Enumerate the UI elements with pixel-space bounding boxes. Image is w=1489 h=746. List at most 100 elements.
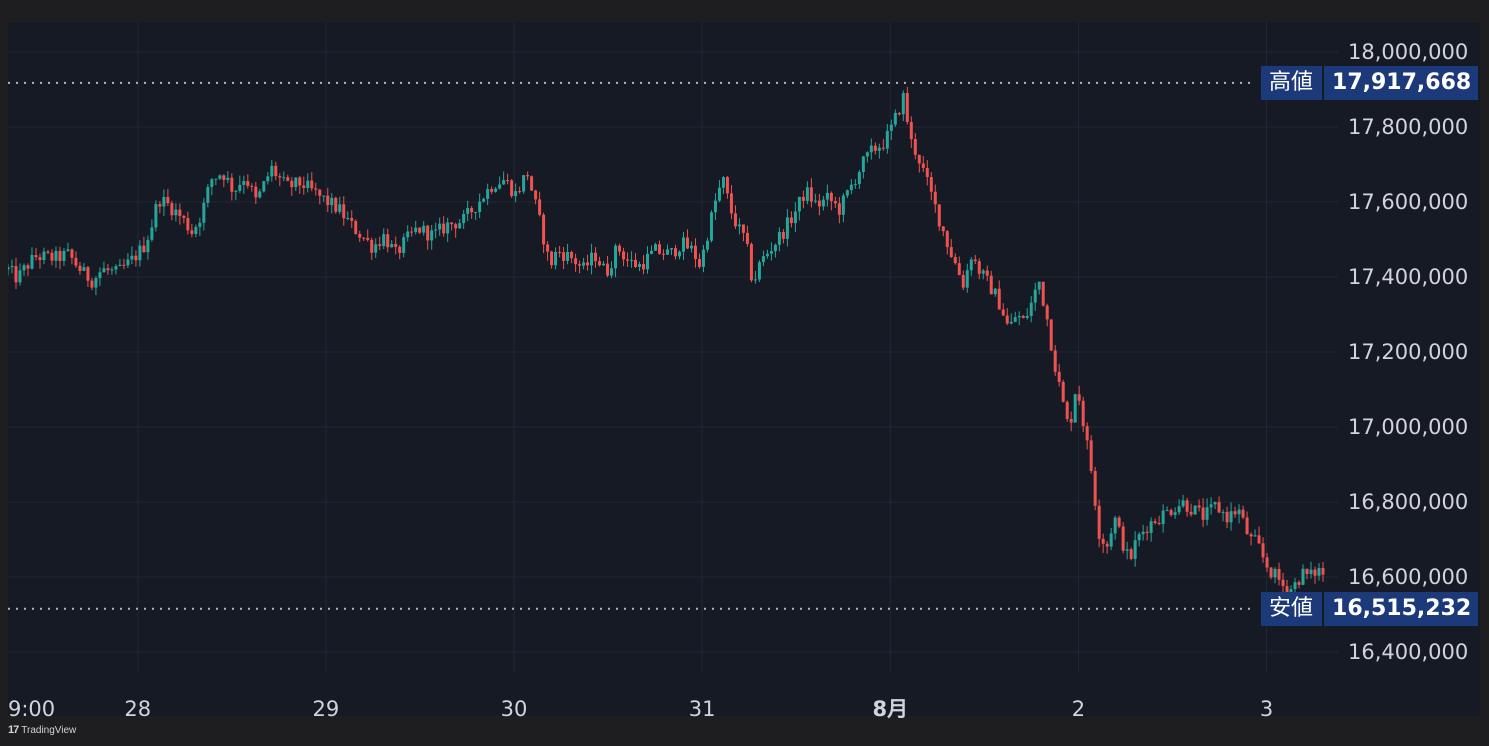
candle-body — [234, 190, 238, 192]
candle-body — [677, 251, 681, 257]
tradingview-logo[interactable]: 17 TradingView — [8, 724, 76, 736]
candle-body — [306, 180, 310, 189]
candle-body — [1009, 321, 1013, 324]
candle-body — [158, 204, 162, 207]
candle-body — [1173, 512, 1177, 515]
candle-body — [1053, 350, 1057, 372]
candle-body — [202, 202, 206, 223]
chart-frame[interactable]: 18,000,000 17,800,000 17,600,000 17,400,000… — [8, 22, 1480, 721]
candle-body — [957, 263, 961, 276]
candle-body — [841, 195, 845, 215]
candle-body — [693, 245, 697, 260]
candle-body — [222, 175, 226, 180]
candle-body — [330, 197, 334, 206]
candle-body — [1225, 511, 1229, 523]
candle-body — [681, 237, 685, 252]
candle-body — [198, 222, 202, 227]
candle-body — [941, 226, 945, 232]
candle-body — [434, 229, 438, 231]
candle-body — [550, 251, 554, 266]
candle-body — [737, 224, 741, 227]
candle-body — [981, 270, 985, 274]
candle-body — [634, 259, 638, 267]
candle-body — [997, 288, 1001, 310]
candle-body — [849, 184, 853, 191]
candle-body — [1073, 394, 1077, 423]
candle-body — [853, 184, 857, 186]
candle-body — [342, 204, 346, 219]
y-tick-label: 17,200,000 — [1348, 340, 1469, 364]
candle-body — [382, 234, 386, 247]
candle-body — [454, 224, 458, 229]
candle-body — [1241, 509, 1245, 518]
candle-body — [230, 177, 234, 192]
candle-body — [905, 93, 909, 122]
candle-body — [138, 245, 142, 261]
candle-body — [837, 203, 841, 215]
x-tick-label: 9:00 — [8, 697, 56, 721]
candle-body — [182, 215, 186, 218]
y-tick-label: 17,600,000 — [1348, 190, 1469, 214]
candle-body — [50, 252, 54, 261]
x-tick-label: 3 — [1259, 697, 1274, 721]
candle-body — [130, 255, 134, 260]
y-tick-label: 17,800,000 — [1348, 115, 1469, 139]
candle-body — [162, 196, 166, 207]
candle-body — [1169, 510, 1173, 515]
candle-body — [1113, 517, 1117, 534]
candle-body — [725, 177, 729, 194]
candle-body — [22, 265, 26, 271]
candle-body — [789, 217, 793, 224]
candle-body — [729, 193, 733, 214]
tradingview-brand: TradingView — [21, 724, 77, 736]
candle-body — [418, 227, 422, 233]
candle-body — [90, 280, 94, 288]
candle-body — [665, 249, 669, 255]
candle-body — [1249, 534, 1253, 537]
candle-body — [458, 223, 462, 229]
candle-body — [642, 264, 646, 270]
candle-body — [889, 124, 893, 131]
candle-body — [901, 93, 905, 115]
low-value: 16,515,232 — [1324, 591, 1479, 626]
candle-body — [82, 267, 86, 271]
candle-body — [1133, 540, 1137, 559]
candle-body — [622, 251, 626, 260]
candle-body — [506, 180, 510, 182]
candle-body — [66, 249, 70, 251]
candle-body — [570, 252, 574, 259]
candle-body — [1313, 569, 1317, 576]
candle-body — [793, 211, 797, 224]
candle-body — [170, 203, 174, 216]
candle-body — [526, 175, 530, 177]
candle-body — [1301, 568, 1305, 585]
candle-body — [1005, 315, 1009, 324]
candle-body — [817, 200, 821, 207]
candle-body — [262, 181, 266, 192]
candle-body — [18, 270, 22, 283]
candle-body — [426, 225, 430, 241]
candle-body — [1137, 534, 1141, 541]
candle-body — [1305, 568, 1309, 575]
candle-body — [929, 177, 933, 192]
candle-body — [1041, 281, 1045, 306]
candle-body — [917, 154, 921, 164]
candle-body — [474, 211, 478, 213]
candle-body — [1157, 523, 1161, 525]
candle-body — [86, 267, 90, 281]
candle-body — [825, 192, 829, 200]
candle-body — [558, 252, 562, 254]
low-label: 安値 — [1261, 591, 1325, 626]
candle-body — [302, 185, 306, 189]
candle-body — [318, 189, 322, 196]
candle-body — [646, 253, 650, 270]
candle-body — [358, 233, 362, 238]
candle-body — [334, 197, 338, 212]
price-chart[interactable] — [8, 22, 1480, 716]
candle-body — [733, 213, 737, 227]
candle-body — [606, 263, 610, 276]
candle-body — [757, 262, 761, 280]
candle-body — [26, 265, 30, 269]
x-tick-label: 2 — [1071, 697, 1086, 721]
candle-body — [809, 187, 813, 202]
